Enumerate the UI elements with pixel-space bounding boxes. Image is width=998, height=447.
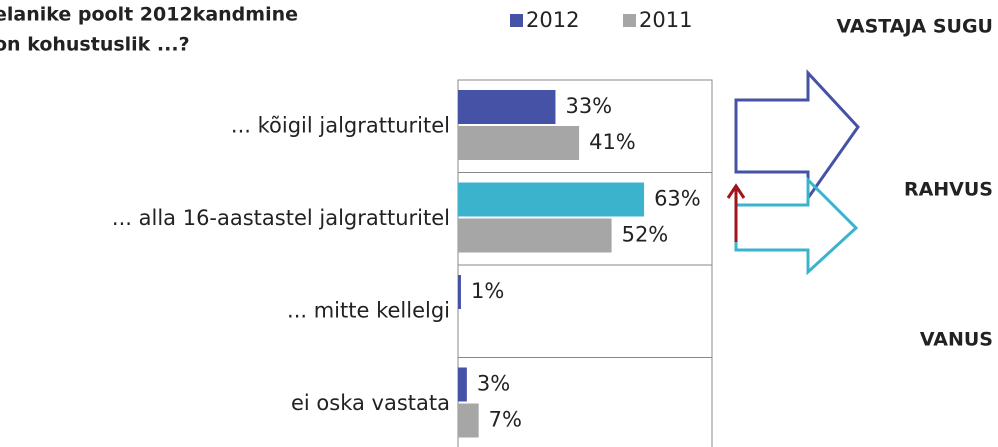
bar	[458, 218, 612, 253]
legend-swatch	[510, 14, 523, 27]
category-label: ... kõigil jalgratturitel	[231, 113, 450, 137]
value-label: 63%	[654, 187, 701, 211]
arrow	[734, 69, 860, 203]
side-label: VANUS	[920, 329, 993, 351]
side-label: RAHVUS	[904, 179, 993, 201]
legend-swatch	[623, 14, 636, 27]
legend-label: 2012	[526, 8, 579, 32]
category-label: ... mitte kellelgi	[287, 298, 450, 322]
bar	[458, 275, 461, 309]
side-label: VASTAJA SUGU	[836, 16, 993, 38]
bar	[458, 90, 556, 124]
bar	[458, 126, 580, 160]
category-label: ... alla 16-aastastel jalgratturitel	[112, 206, 450, 230]
value-label: 52%	[622, 223, 669, 247]
chart-title: on kohustuslik ...?	[0, 34, 190, 56]
value-label: 41%	[589, 130, 636, 154]
value-label: 33%	[565, 94, 612, 118]
bar	[458, 367, 467, 402]
value-label: 1%	[471, 279, 504, 303]
arrow	[726, 183, 746, 199]
value-label: 3%	[477, 372, 510, 396]
bar	[458, 403, 479, 438]
chart-title: elanike poolt 2012kandmine	[0, 4, 298, 26]
arrow	[734, 176, 859, 276]
category-label: ei oska vastata	[291, 391, 450, 415]
value-label: 7%	[489, 408, 522, 432]
legend-label: 2011	[639, 8, 692, 32]
bar	[458, 182, 645, 217]
